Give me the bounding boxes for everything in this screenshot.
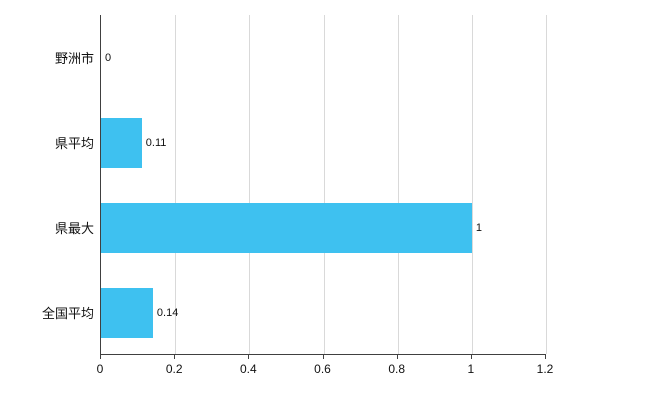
value-label: 0.11 <box>145 136 167 149</box>
value-label: 1 <box>475 221 482 234</box>
category-label: 県平均 <box>54 135 94 151</box>
x-tick-mark <box>470 355 472 359</box>
x-tick-mark <box>322 355 324 359</box>
plot-area: 0 0.11 1 0.14 <box>100 15 547 355</box>
x-tick-label: 0.8 <box>388 362 405 376</box>
x-tick-mark <box>174 355 176 359</box>
gridline <box>546 15 547 354</box>
x-tick-mark <box>545 355 546 359</box>
category-label: 野洲市 <box>54 50 94 66</box>
bar <box>101 287 153 338</box>
bar <box>101 117 142 168</box>
value-label: 0 <box>105 51 112 64</box>
category-label: 全国平均 <box>41 305 94 321</box>
x-tick-label: 1 <box>467 362 475 376</box>
x-tick-label: 0.6 <box>314 362 331 376</box>
x-tick-mark <box>100 355 101 359</box>
x-tick-mark <box>248 355 250 359</box>
bar <box>101 202 472 253</box>
gridline <box>471 15 473 354</box>
category-label: 県最大 <box>54 220 94 236</box>
gridline <box>249 15 251 354</box>
gridline <box>397 15 399 354</box>
x-tick-mark <box>396 355 398 359</box>
x-tick-label: 1.2 <box>536 362 554 376</box>
gridline <box>175 15 177 354</box>
x-tick-label: 0.4 <box>239 362 257 376</box>
gridline <box>323 15 325 354</box>
value-label: 0.14 <box>156 306 179 319</box>
x-tick-label: 0 <box>96 362 104 376</box>
x-tick-label: 0.2 <box>165 362 183 376</box>
